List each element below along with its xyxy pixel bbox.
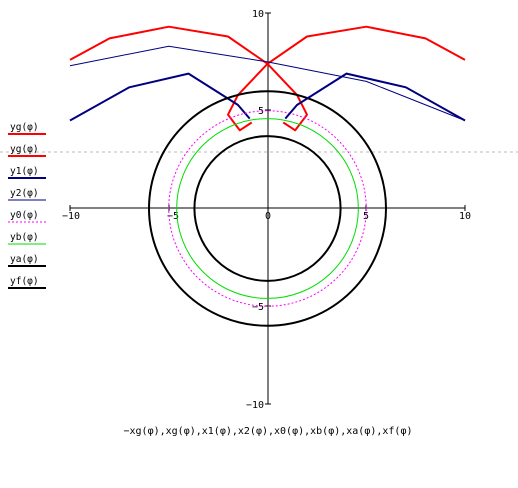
y-tick-label: −10 [246, 400, 264, 411]
x-tick-label: 0 [265, 211, 271, 222]
x-tick-label: 10 [459, 211, 471, 222]
y-tick-label: 5 [258, 106, 264, 117]
legend-label-y1: y1(φ) [10, 166, 39, 177]
series-yg-1 [227, 25, 466, 132]
legend-label-y0: y0(φ) [10, 210, 39, 221]
x-tick-label: −10 [62, 211, 80, 222]
y-ticks: 10 5 −5 −10 [246, 9, 271, 411]
y-tick-label: 10 [252, 9, 264, 20]
series-yg-0 [69, 25, 308, 132]
legend-label-yf: yf(φ) [10, 276, 39, 287]
series-y0-4 [168, 110, 367, 307]
series-y1-mirror [284, 72, 466, 122]
legend: yg(φ) yg(φ) y1(φ) y2(φ) y0(φ) yb(φ) ya(φ… [8, 122, 46, 289]
series-yb-5 [176, 118, 359, 299]
legend-label-yg: yg(φ) [10, 144, 39, 155]
x-axis-label: −xg(φ),xg(φ),x1(φ),x2(φ),x0(φ),xb(φ),xa(… [124, 426, 413, 437]
legend-label-ya: ya(φ) [10, 254, 39, 265]
series-layer [69, 25, 466, 327]
legend-label-y2: y2(φ) [10, 188, 39, 199]
legend-label-yb: yb(φ) [10, 232, 39, 243]
series-y1-2 [69, 72, 251, 122]
series-y2-3 [69, 45, 466, 121]
x-tick-label: −5 [167, 211, 179, 222]
series-yf-7 [193, 135, 342, 282]
legend-label-yg: yg(φ) [10, 122, 39, 133]
y-tick-label: −5 [252, 302, 264, 313]
series-ya-6 [148, 90, 387, 327]
